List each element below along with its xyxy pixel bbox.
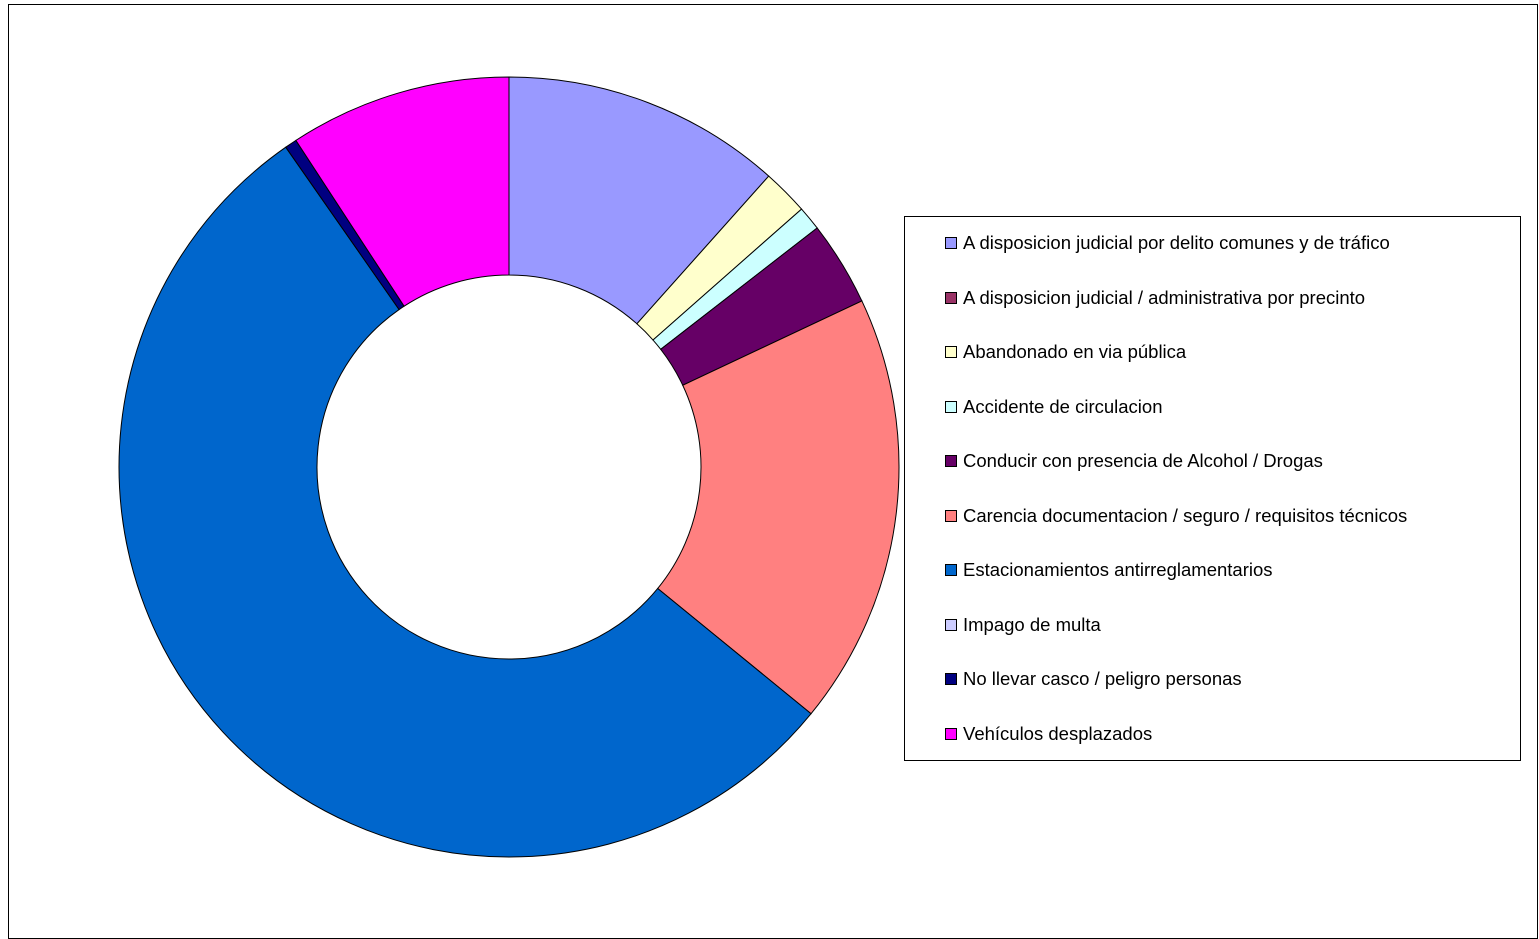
legend-item: Accidente de circulacion: [945, 395, 1163, 419]
donut-slice: [657, 300, 900, 715]
legend-swatch: [945, 400, 957, 413]
donut-slice: [118, 146, 812, 858]
donut-slice: [295, 76, 510, 307]
legend-item: A disposicion judicial / administrativa …: [945, 286, 1365, 310]
donut-slice: [508, 76, 770, 325]
legend-label: Estacionamientos antirreglamentarios: [963, 559, 1273, 580]
legend-item: Impago de multa: [945, 613, 1101, 637]
legend-swatch: [945, 618, 957, 631]
legend-label: Abandonado en via pública: [963, 341, 1187, 362]
legend-label: Accidente de circulacion: [963, 395, 1163, 417]
legend-item: A disposicion judicial por delito comune…: [945, 231, 1390, 255]
legend-item: Estacionamientos antirreglamentarios: [945, 558, 1273, 582]
legend-item: Conducir con presencia de Alcohol / Drog…: [945, 449, 1323, 473]
legend-label: Carencia documentacion / seguro / requis…: [963, 504, 1408, 526]
legend-swatch: [945, 291, 957, 304]
legend-swatch: [945, 455, 957, 467]
legend-swatch: [945, 564, 957, 576]
legend-item: Abandonado en via pública: [945, 340, 1186, 364]
legend-swatch: [945, 673, 957, 685]
legend-label: A disposicion judicial por delito comune…: [963, 232, 1390, 253]
legend-label: A disposicion judicial / administrativa …: [963, 286, 1366, 308]
legend: A disposicion judicial por delito comune…: [904, 216, 1521, 761]
legend-label: Vehículos desplazados: [963, 722, 1153, 744]
legend-swatch: [945, 727, 957, 740]
legend-swatch: [945, 237, 957, 249]
legend-label: No llevar casco / peligro personas: [963, 668, 1242, 689]
legend-swatch: [945, 346, 957, 358]
legend-label: Impago de multa: [963, 613, 1101, 635]
legend-label: Conducir con presencia de Alcohol / Drog…: [963, 450, 1323, 471]
legend-swatch: [945, 509, 957, 522]
legend-item: Carencia documentacion / seguro / requis…: [945, 504, 1407, 528]
legend-item: Vehículos desplazados: [945, 722, 1152, 746]
legend-item: No llevar casco / peligro personas: [945, 667, 1242, 691]
